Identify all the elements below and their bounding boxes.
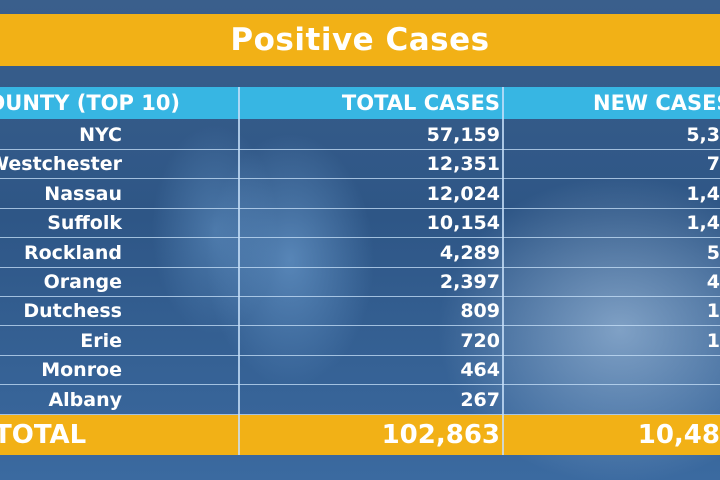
county-name: NYC (79, 124, 122, 146)
county-cell: Albany (0, 386, 236, 415)
county-cell: Rockland (0, 239, 236, 268)
new-cases-cell: 1 (706, 329, 720, 352)
county-name: Orange (43, 271, 122, 293)
county-name: Erie (80, 329, 122, 352)
county-cell: Monroe (0, 356, 236, 385)
county-cell: Orange (0, 268, 236, 297)
total-cases-cell: 2,397 (439, 271, 500, 293)
row-divider (0, 178, 720, 180)
county-cell: Nassau (0, 180, 236, 209)
table-row: Monroe 464 (0, 356, 720, 385)
table-row: Suffolk 10,154 1,4 (0, 209, 720, 238)
county-cell: Suffolk (0, 209, 236, 238)
table-row: Erie 720 1 (0, 327, 720, 356)
table-row: Rockland 4,289 5 (0, 239, 720, 268)
new-cases-cell: 1 (706, 300, 720, 323)
row-divider (0, 384, 720, 386)
row-divider (0, 354, 720, 356)
column-header-total: TOTAL CASES (341, 91, 500, 115)
table-header-band (0, 87, 720, 119)
new-cases-cell: 4 (706, 271, 720, 293)
new-cases-cell: 7 (706, 153, 720, 176)
county-name: Monroe (41, 359, 122, 382)
county-cell: Dutchess (0, 297, 236, 326)
total-new-value: 10,48 (637, 420, 720, 450)
column-divider (502, 87, 504, 455)
row-divider (0, 413, 720, 415)
total-cases-cell: 809 (460, 300, 500, 323)
table-row: Westchester 12,351 7 (0, 150, 720, 179)
column-header-new: NEW CASES (593, 91, 720, 115)
total-label: TOTAL (0, 420, 87, 450)
table-row: Albany 267 (0, 386, 720, 415)
county-name: Albany (48, 388, 122, 411)
new-cases-cell: 5,3 (686, 124, 720, 146)
county-cell: Erie (0, 327, 236, 356)
table-row: Orange 2,397 4 (0, 268, 720, 297)
new-cases-cell (505, 356, 720, 385)
row-divider (0, 296, 720, 297)
county-name: Suffolk (47, 212, 122, 235)
table-row: NYC 57,159 5,3 (0, 121, 720, 150)
column-divider (238, 87, 240, 455)
column-header-county: COUNTY (TOP 10) (0, 91, 181, 115)
new-cases-cell: 1,4 (686, 212, 720, 235)
total-cases-value: 102,863 (381, 420, 500, 450)
title-band (0, 14, 720, 66)
total-band (0, 415, 720, 455)
row-divider (0, 325, 720, 327)
row-divider (0, 266, 720, 268)
county-cell: NYC (0, 121, 236, 150)
total-cases-cell: 464 (460, 359, 500, 382)
total-cases-cell: 10,154 (426, 212, 500, 235)
new-cases-cell: 5 (706, 241, 720, 264)
table-row: Nassau 12,024 1,4 (0, 180, 720, 209)
row-divider (0, 237, 720, 239)
county-name: Dutchess (23, 300, 122, 323)
new-cases-cell: 1,4 (686, 182, 720, 205)
county-name: Rockland (23, 241, 122, 264)
total-cases-cell: 12,024 (426, 182, 500, 205)
county-cell: Westchester (0, 150, 236, 179)
page-title: Positive Cases (230, 22, 490, 58)
table-row: Dutchess 809 1 (0, 297, 720, 326)
total-cases-cell: 267 (460, 388, 500, 411)
new-cases-cell (505, 386, 720, 415)
county-name: Westchester (0, 153, 122, 176)
total-cases-cell: 12,351 (426, 153, 500, 176)
county-name: Nassau (44, 182, 122, 205)
total-cases-cell: 4,289 (439, 241, 500, 264)
total-cases-cell: 720 (460, 329, 500, 352)
row-divider (0, 207, 720, 209)
total-cases-cell: 57,159 (426, 124, 500, 146)
row-divider (0, 149, 720, 150)
